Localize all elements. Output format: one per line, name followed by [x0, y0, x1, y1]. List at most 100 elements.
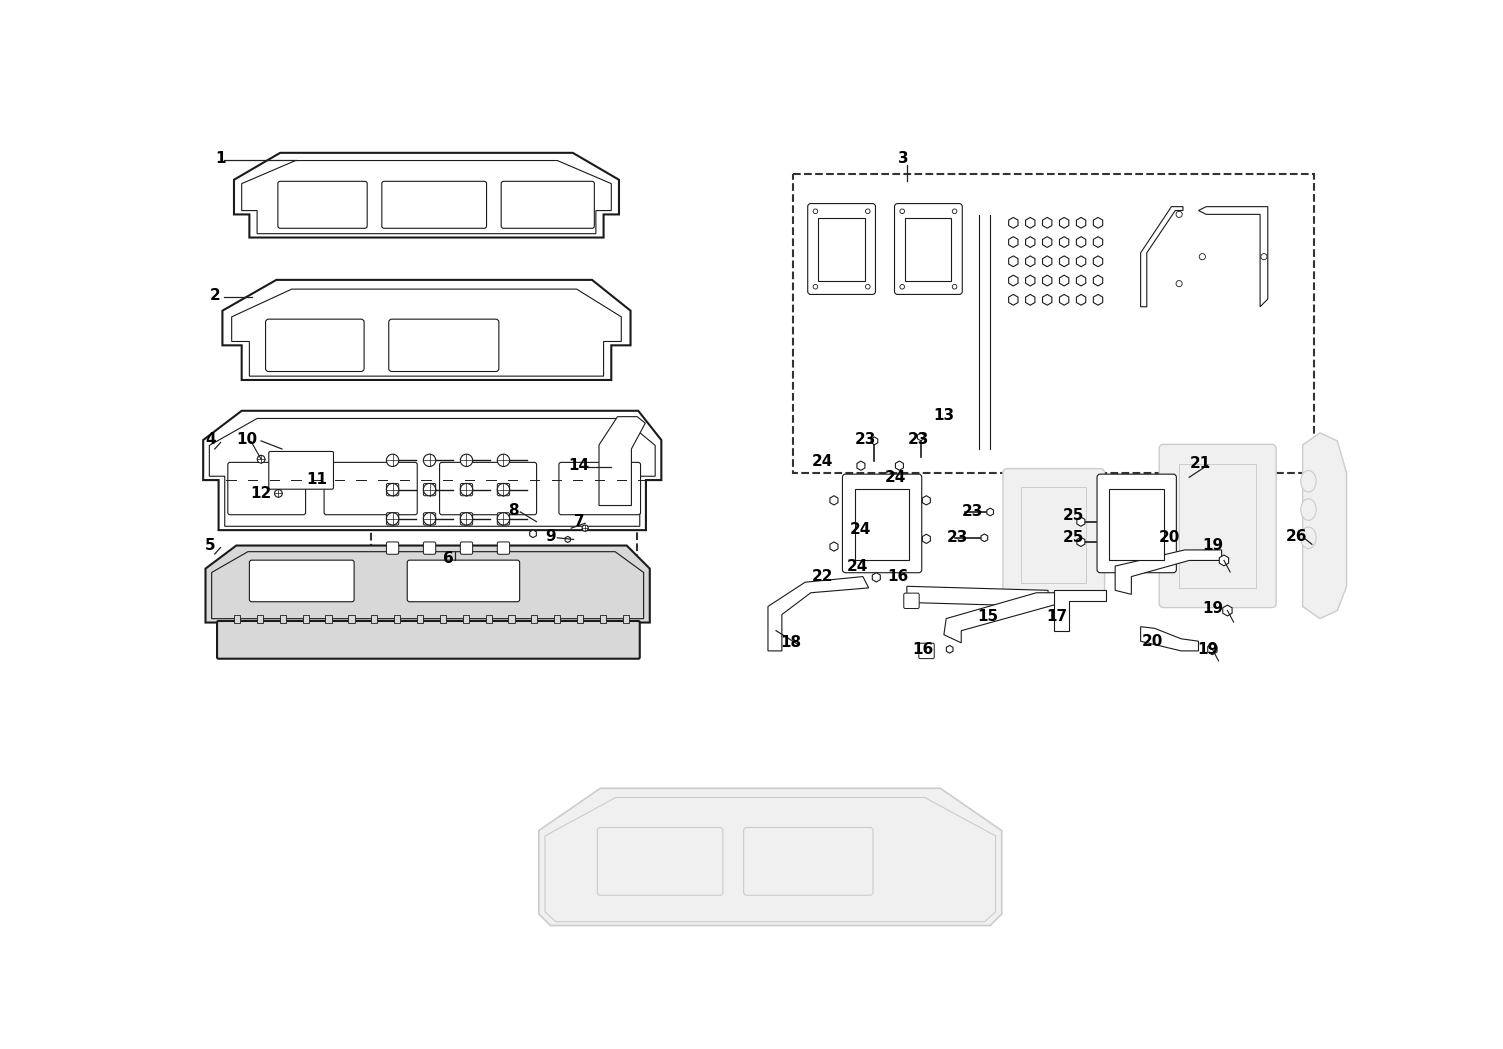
Polygon shape: [923, 534, 930, 543]
Polygon shape: [1060, 217, 1069, 229]
FancyBboxPatch shape: [266, 319, 364, 371]
Polygon shape: [1141, 207, 1183, 306]
Polygon shape: [1060, 256, 1069, 266]
Text: 23: 23: [962, 505, 983, 519]
Text: 20: 20: [1159, 531, 1180, 545]
Polygon shape: [222, 280, 631, 380]
Polygon shape: [1076, 537, 1085, 547]
FancyBboxPatch shape: [500, 181, 594, 229]
Polygon shape: [206, 545, 649, 622]
Circle shape: [460, 484, 472, 496]
Polygon shape: [1076, 275, 1085, 286]
Circle shape: [582, 526, 588, 531]
Polygon shape: [1009, 256, 1018, 266]
Polygon shape: [1009, 237, 1018, 248]
Circle shape: [424, 484, 436, 496]
Bar: [349, 615, 355, 622]
Polygon shape: [872, 437, 878, 445]
Text: 24: 24: [812, 453, 833, 469]
FancyBboxPatch shape: [819, 218, 864, 281]
Bar: [326, 615, 332, 622]
Bar: [485, 615, 491, 622]
FancyBboxPatch shape: [228, 463, 305, 515]
Polygon shape: [1043, 217, 1052, 229]
Text: 23: 23: [908, 432, 929, 447]
Polygon shape: [529, 530, 537, 538]
FancyBboxPatch shape: [386, 542, 398, 554]
FancyBboxPatch shape: [249, 560, 355, 602]
Polygon shape: [944, 593, 1057, 643]
Ellipse shape: [1300, 471, 1317, 492]
FancyBboxPatch shape: [807, 204, 875, 295]
Text: 7: 7: [574, 514, 585, 529]
FancyBboxPatch shape: [1097, 474, 1177, 573]
Polygon shape: [1060, 275, 1069, 286]
FancyBboxPatch shape: [905, 218, 951, 281]
Polygon shape: [234, 153, 619, 237]
Bar: [600, 615, 606, 622]
FancyBboxPatch shape: [424, 484, 436, 496]
FancyBboxPatch shape: [269, 451, 334, 489]
Polygon shape: [1141, 626, 1198, 650]
Polygon shape: [1009, 275, 1018, 286]
Text: 19: 19: [1198, 642, 1219, 657]
Polygon shape: [896, 462, 903, 470]
Circle shape: [497, 484, 510, 496]
Polygon shape: [1223, 605, 1232, 616]
Polygon shape: [1060, 237, 1069, 248]
Circle shape: [866, 209, 870, 214]
Polygon shape: [1093, 237, 1103, 248]
Text: 11: 11: [307, 472, 328, 487]
FancyBboxPatch shape: [855, 489, 909, 559]
Polygon shape: [1025, 295, 1036, 305]
FancyBboxPatch shape: [460, 513, 472, 524]
FancyBboxPatch shape: [894, 204, 962, 295]
FancyBboxPatch shape: [460, 484, 472, 496]
Text: 16: 16: [912, 642, 933, 657]
FancyBboxPatch shape: [903, 593, 920, 608]
Text: 21: 21: [1190, 456, 1211, 471]
Polygon shape: [1043, 256, 1052, 266]
Polygon shape: [1025, 217, 1036, 229]
Text: 10: 10: [236, 432, 257, 447]
Text: 25: 25: [1063, 508, 1084, 522]
Circle shape: [1175, 211, 1183, 217]
Text: 20: 20: [1141, 634, 1163, 648]
Polygon shape: [981, 534, 987, 541]
FancyBboxPatch shape: [744, 828, 873, 895]
Polygon shape: [1093, 295, 1103, 305]
FancyBboxPatch shape: [278, 181, 367, 229]
Circle shape: [900, 284, 905, 290]
Text: 15: 15: [977, 609, 998, 624]
Polygon shape: [1198, 207, 1269, 306]
Text: 26: 26: [1287, 529, 1308, 543]
FancyBboxPatch shape: [439, 463, 537, 515]
Text: 5: 5: [204, 538, 215, 554]
Polygon shape: [1043, 237, 1052, 248]
Bar: [508, 615, 514, 622]
Polygon shape: [906, 586, 1048, 606]
Polygon shape: [1303, 433, 1347, 619]
Bar: [577, 615, 583, 622]
Circle shape: [257, 455, 265, 463]
Polygon shape: [1025, 237, 1036, 248]
Bar: [622, 615, 628, 622]
FancyBboxPatch shape: [216, 621, 640, 659]
Circle shape: [424, 454, 436, 467]
Polygon shape: [1025, 275, 1036, 286]
Bar: [302, 615, 308, 622]
Circle shape: [866, 284, 870, 290]
Circle shape: [386, 484, 398, 496]
Polygon shape: [1025, 256, 1036, 266]
Circle shape: [460, 513, 472, 524]
Polygon shape: [830, 542, 839, 551]
Polygon shape: [1043, 295, 1052, 305]
Bar: [371, 615, 377, 622]
Circle shape: [1199, 254, 1205, 260]
Circle shape: [497, 454, 510, 467]
FancyBboxPatch shape: [918, 643, 935, 659]
Bar: [794, 174, 1314, 473]
FancyBboxPatch shape: [1022, 487, 1087, 582]
Text: 25: 25: [1063, 531, 1084, 545]
Text: 18: 18: [780, 636, 801, 650]
